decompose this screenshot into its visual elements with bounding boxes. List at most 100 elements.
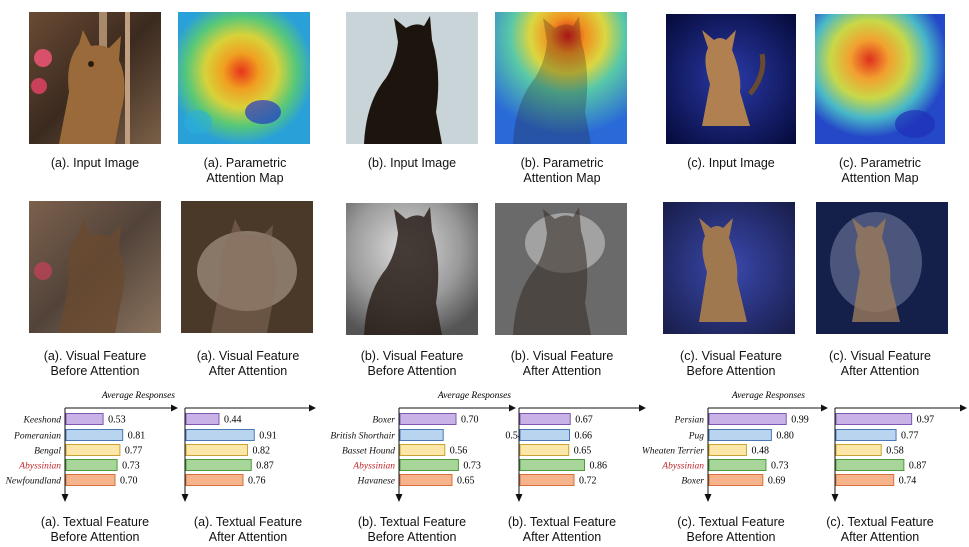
attention-map-a [178,12,310,144]
bar-basset-hound [399,444,446,456]
x-axis-arrow [639,404,646,412]
value-label: 0.53 [108,415,126,426]
textual-feature-before-chart-b: Average Responses 0.70 Boxer 0.54 British Sh… [330,391,523,502]
input-image-c [666,14,798,146]
bar-abyssinian [835,459,905,471]
bar-persian [708,413,787,425]
bar-boxer [708,474,764,486]
value-label: 0.77 [901,431,919,442]
bar-pug [708,429,772,441]
value-label: 0.65 [457,476,475,487]
value-label: 0.77 [125,446,142,457]
caption-txt-after-c: (c). Textual Feature After Attention [826,515,934,544]
bar-boxer [519,413,571,425]
input-image-a [29,12,161,144]
y-axis-arrow [61,494,69,502]
visual-feature-before-c [663,202,795,334]
value-label: 0.86 [590,461,608,472]
value-label: 0.69 [768,476,786,487]
bar-abyssinian [519,459,585,471]
value-label: 0.70 [461,415,479,426]
category-label: Abyssinian [18,462,61,472]
bar-havanese [399,474,453,486]
caption-txt-before-a: (a). Textual Feature Before Attention [40,515,150,544]
bar-boxer [399,413,457,425]
visual-feature-before-b [346,203,478,335]
y-axis-arrow [181,494,189,502]
category-label: Havanese [357,477,395,487]
average-responses-label: Average Responses [101,391,175,401]
caption-vis-before-c: (c). Visual Feature Before Attention [680,349,782,378]
textual-feature-after-chart-a: 0.44 0.91 0.82 0.87 0.76 [181,404,316,502]
value-label: 0.87 [256,461,274,472]
bar-keeshond [185,413,220,425]
visual-feature-before-a [29,201,161,333]
average-responses-label: Average Responses [731,391,805,401]
bar-pomeranian [185,429,255,441]
textual-feature-after-chart-c: 0.97 0.77 0.58 0.87 0.74 [831,404,967,502]
category-label: Pomeranian [13,432,61,442]
caption-txt-after-b: (b). Textual Feature After Attention [507,515,617,544]
caption-input-b: (b). Input Image [367,156,457,170]
visual-feature-after-b [495,203,627,335]
caption-txt-after-a: (a). Textual Feature After Attention [193,515,303,544]
bar-abyssinian [65,459,118,471]
bar-pomeranian [65,429,124,441]
caption-attn-a: (a). Parametric Attention Map [203,156,287,185]
caption-txt-before-b: (b). Textual Feature Before Attention [357,515,467,544]
bar-abyssinian [399,459,459,471]
bar-keeshond [65,413,104,425]
caption-attn-b: (b). Parametric Attention Map [520,156,604,185]
y-axis-arrow [395,494,403,502]
bar-abyssinian [708,459,767,471]
bar-basset-hound [519,444,570,456]
average-responses-label: Average Responses [437,391,511,401]
category-label: Basset Hound [342,447,395,457]
caption-txt-before-c: (c). Textual Feature Before Attention [677,515,785,544]
category-label: Pug [688,432,705,442]
category-label: Abyssinian [661,462,704,472]
bar-persian [835,413,913,425]
bar-newfoundland [65,474,116,486]
value-label: 0.73 [122,461,140,472]
value-label: 0.56 [450,446,468,457]
value-label: 0.74 [899,476,917,487]
textual-feature-before-chart-c: Average Responses 0.99 Persian 0.80 Pug 0.48 W… [642,391,828,502]
value-label: 0.54 [505,431,523,442]
value-label: 0.70 [120,476,138,487]
category-label: Boxer [681,477,704,487]
value-label: 0.72 [579,476,597,487]
value-label: 0.76 [248,476,266,487]
bar-wheaten-terrier [835,444,882,456]
y-axis-arrow [704,494,712,502]
category-label: Wheaten Terrier [642,447,704,457]
category-label: Abyssinian [352,462,395,472]
bar-havanese [519,474,575,486]
x-axis-arrow [509,404,516,412]
value-label: 0.87 [909,461,927,472]
y-axis-arrow [831,494,839,502]
x-axis-arrow [821,404,828,412]
bar-british-shorthair [399,429,444,441]
x-axis-arrow [309,404,316,412]
x-axis-arrow [960,404,967,412]
value-label: 0.91 [259,431,277,442]
textual-feature-after-chart-b: 0.67 0.66 0.65 0.86 0.72 [515,404,646,502]
bar-bengal [185,444,248,456]
caption-vis-before-b: (b). Visual Feature Before Attention [360,349,464,378]
value-label: 0.44 [224,415,242,426]
value-label: 0.81 [128,431,146,442]
value-label: 0.73 [463,461,481,472]
category-label: British Shorthair [330,432,395,442]
y-axis-arrow [515,494,523,502]
value-label: 0.65 [574,446,592,457]
value-label: 0.82 [253,446,271,457]
visual-feature-after-a [181,201,313,333]
value-label: 0.80 [776,431,794,442]
attention-map-c [815,14,947,146]
bar-abyssinian [185,459,252,471]
bar-wheaten-terrier [708,444,747,456]
category-label: Newfoundland [5,476,62,487]
value-label: 0.99 [791,415,809,426]
caption-vis-before-a: (a). Visual Feature Before Attention [43,349,147,378]
